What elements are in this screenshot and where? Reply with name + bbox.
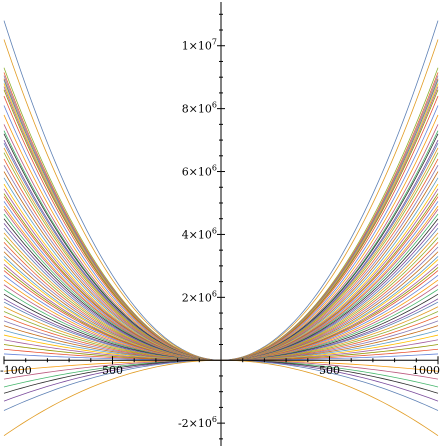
y-tick-label: 1×107 bbox=[182, 38, 217, 53]
y-tick-label: 4×106 bbox=[182, 226, 217, 241]
y-tick-label: 8×106 bbox=[182, 101, 217, 116]
ticks-layer bbox=[3, 13, 439, 440]
y-tick-label: -2×106 bbox=[178, 415, 217, 430]
x-tick-label: 500 bbox=[319, 364, 340, 377]
y-tick-label: 2×106 bbox=[182, 289, 217, 304]
x-tick-label: 500 bbox=[102, 364, 123, 377]
x-tick-label: 1000 bbox=[412, 364, 440, 377]
x-tick-label: -1000 bbox=[0, 364, 32, 377]
y-tick-label: 6×106 bbox=[182, 164, 217, 179]
tick-labels-layer: -1000 500 500 1000 1×107 8×106 6×106 4×106 2×106… bbox=[0, 38, 440, 430]
axes-layer bbox=[4, 2, 438, 446]
